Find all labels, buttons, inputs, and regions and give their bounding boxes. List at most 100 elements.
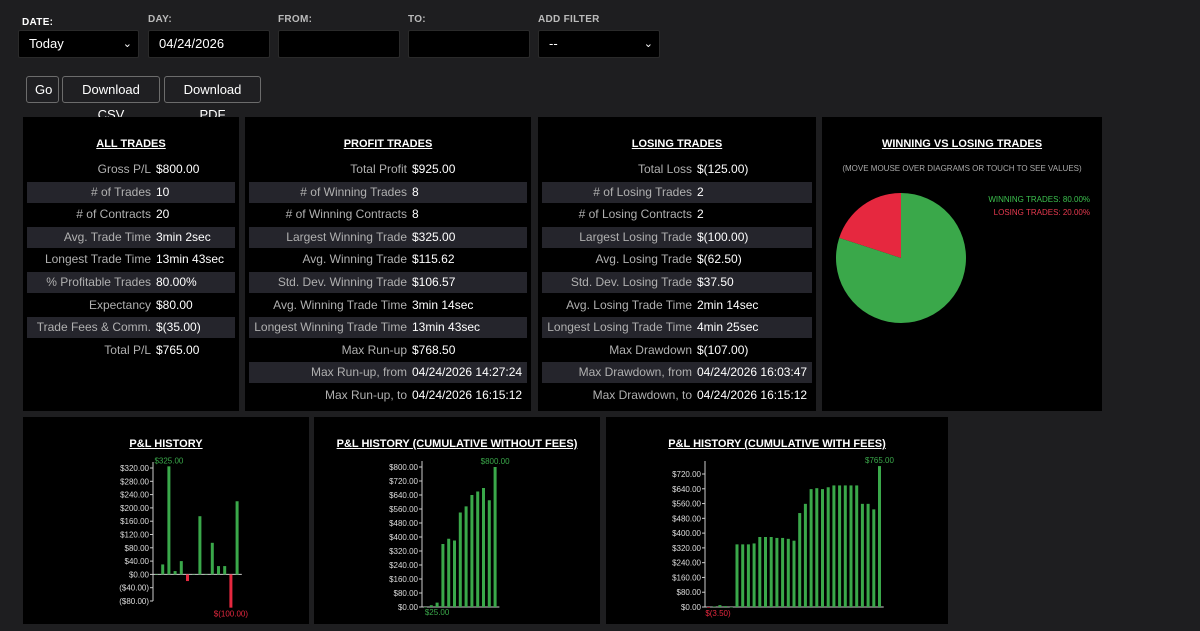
profit-trades-row: # of Winning Contracts 8	[249, 204, 527, 226]
pl-with-fees-bar[interactable]	[707, 607, 710, 608]
pl-with-fees-bar[interactable]	[843, 485, 847, 607]
pl-with-fees-bar[interactable]	[866, 503, 870, 607]
pl-with-fees-bar[interactable]	[712, 606, 716, 607]
all-trades-row: Expectancy $80.00	[27, 294, 235, 316]
pl-with-fees-bar[interactable]	[758, 537, 762, 607]
download-csv-button[interactable]: Download CSV	[62, 76, 160, 122]
pl-history-bar[interactable]	[161, 564, 165, 575]
pl-with-fees-bar[interactable]	[781, 537, 785, 607]
pl-no-fees-bar[interactable]	[470, 495, 474, 607]
pl-history-bar[interactable]	[210, 542, 214, 575]
winning-slice[interactable]	[836, 193, 966, 323]
losing-trades-row-value: 2	[697, 207, 704, 222]
pl-no-fees-bar[interactable]	[458, 512, 462, 608]
pl-cumulative-no-fees-chart[interactable]: $800.00 $720.00 $640.00 $560.00 $480.00 $400.…	[314, 417, 600, 624]
pl-history-bar[interactable]	[229, 574, 233, 608]
pl-with-fees-bar[interactable]	[849, 485, 853, 607]
pl-with-fees-annotation: $(3.50)	[705, 609, 731, 618]
pl-with-fees-bar[interactable]	[724, 606, 728, 607]
pl-with-fees-bar[interactable]	[821, 489, 824, 607]
win-loss-pie-chart[interactable]	[822, 117, 1102, 411]
pl-with-fees-bar[interactable]	[786, 538, 790, 607]
pl-with-fees-bar[interactable]	[752, 543, 756, 607]
pl-with-fees-bar[interactable]	[798, 513, 802, 607]
to-input[interactable]	[408, 30, 530, 58]
day-input[interactable]: 04/24/2026	[148, 30, 270, 58]
go-button[interactable]: Go	[26, 76, 59, 103]
profit-trades-row: Avg. Winning Trade $115.62	[249, 249, 527, 271]
pl-with-fees-bar[interactable]	[809, 489, 813, 607]
pl-no-fees-bar[interactable]	[447, 538, 451, 607]
pl-with-fees-bar[interactable]	[878, 466, 881, 607]
pl-with-fees-bar[interactable]	[775, 537, 779, 607]
pl-no-fees-bar[interactable]	[435, 602, 439, 607]
profit-trades-row: Largest Winning Trade $325.00	[249, 226, 527, 248]
pl-no-fees-bar[interactable]	[482, 488, 485, 607]
losing-trades-row-value: $(100.00)	[697, 229, 749, 244]
pl-no-fees-bar[interactable]	[424, 607, 427, 608]
losing-trades-row-value: 2	[697, 184, 704, 199]
pl-with-fees-bar[interactable]	[741, 544, 745, 607]
pl-with-fees-bar[interactable]	[764, 537, 767, 607]
pl-with-fees-tick-label: $80.00	[677, 588, 702, 597]
losing-trades-row: Largest Losing Trade $(100.00)	[542, 226, 812, 248]
pl-history-bar[interactable]	[235, 501, 239, 575]
losing-trades-row-label: Avg. Losing Trade Time	[566, 297, 692, 312]
pl-with-fees-bar[interactable]	[855, 485, 859, 607]
pl-with-fees-bar[interactable]	[718, 605, 722, 607]
losing-trades-row: Avg. Losing Trade Time 2min 14sec	[542, 294, 812, 316]
add-filter-value: --	[549, 36, 558, 51]
pl-with-fees-bar[interactable]	[826, 487, 830, 607]
pl-with-fees-bar[interactable]	[832, 485, 836, 607]
pl-history-chart[interactable]: $320.00 $280.00 $240.00 $200.00 $160.00 $120.…	[23, 417, 309, 624]
profit-trades-row-label: # of Winning Contracts	[285, 207, 407, 222]
pl-with-fees-bar[interactable]	[872, 509, 876, 607]
pl-with-fees-bar[interactable]	[746, 544, 750, 607]
pl-history-tick-label: $240.00	[120, 491, 149, 500]
losing-trades-row-value: 4min 25sec	[697, 320, 759, 335]
pl-with-fees-bar[interactable]	[735, 544, 739, 607]
pl-history-bar[interactable]	[217, 566, 220, 575]
from-input[interactable]	[278, 30, 400, 58]
date-select[interactable]: Today ⌄	[18, 30, 139, 58]
pl-with-fees-bar[interactable]	[729, 607, 733, 608]
pl-history-bar[interactable]	[167, 466, 171, 575]
pl-with-fees-bar[interactable]	[792, 540, 796, 607]
all-trades-row: Gross P/L $800.00	[27, 159, 235, 180]
all-trades-row-value: $765.00	[156, 342, 200, 357]
pl-with-fees-bar[interactable]	[860, 503, 864, 607]
pl-history-bar[interactable]	[186, 574, 189, 582]
pl-no-fees-bar[interactable]	[493, 467, 497, 607]
pl-history-bar[interactable]	[155, 574, 158, 575]
pl-history-bar[interactable]	[198, 516, 202, 575]
pl-with-fees-bar[interactable]	[803, 503, 807, 607]
pl-history-bar[interactable]	[204, 574, 208, 575]
pl-with-fees-bar[interactable]	[769, 537, 773, 607]
pl-no-fees-tick-label: $0.00	[398, 603, 419, 612]
pl-no-fees-bar[interactable]	[487, 500, 491, 607]
pl-history-bar[interactable]	[173, 571, 177, 575]
from-label: FROM:	[278, 14, 313, 25]
pl-no-fees-bar[interactable]	[453, 540, 456, 608]
add-filter-select[interactable]: -- ⌄	[538, 30, 660, 58]
profit-trades-row-value: 8	[412, 184, 419, 199]
losing-trades-row-label: Largest Losing Trade	[579, 229, 692, 244]
pl-no-fees-bar[interactable]	[464, 506, 468, 607]
pl-history-bar[interactable]	[179, 561, 183, 575]
profit-trades-row: # of Winning Trades 8	[249, 181, 527, 203]
profit-trades-row-label: # of Winning Trades	[300, 184, 407, 199]
pl-history-bar[interactable]	[192, 574, 196, 575]
pl-cumulative-fees-chart[interactable]: $720.00 $640.00 $560.00 $480.00 $400.00 $320.…	[606, 417, 948, 624]
pl-history-bar[interactable]	[223, 566, 227, 575]
losing-slice[interactable]	[839, 193, 901, 258]
date-select-value: Today	[29, 36, 64, 51]
losing-trades-row: Max Drawdown, to 04/24/2026 16:15:12	[542, 385, 812, 406]
pl-with-fees-bar[interactable]	[838, 485, 842, 607]
pl-no-fees-bar[interactable]	[476, 491, 480, 608]
pl-with-fees-bar[interactable]	[815, 488, 819, 607]
losing-trades-row: Max Drawdown $(107.00)	[542, 339, 812, 361]
pl-no-fees-bar[interactable]	[441, 544, 445, 607]
download-pdf-button[interactable]: Download PDF	[164, 76, 261, 122]
pl-no-fees-bar[interactable]	[429, 605, 433, 607]
win-loss-subtitle: (MOVE MOUSE OVER DIAGRAMS OR TOUCH TO SE…	[842, 164, 1082, 173]
